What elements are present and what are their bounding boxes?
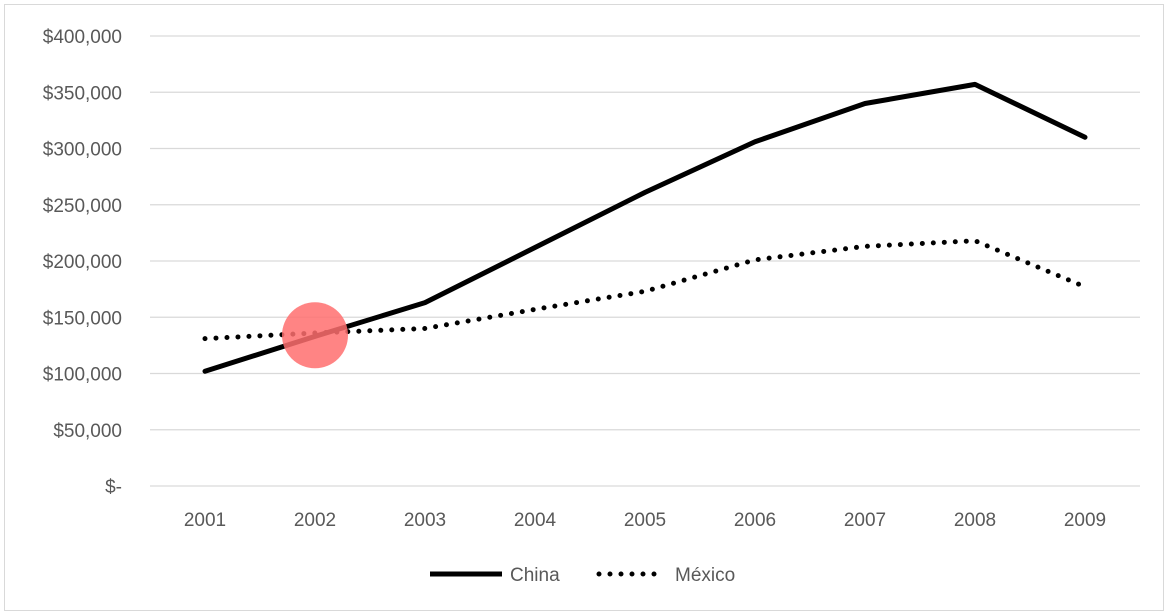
x-tick-label: 2006 (734, 510, 776, 531)
x-tick-label: 2009 (1064, 510, 1106, 531)
legend-label: México (675, 565, 735, 586)
y-tick-label: $50,000 (53, 421, 122, 442)
series-line-china (202, 81, 1088, 374)
x-tick-label: 2001 (184, 510, 226, 531)
x-tick-label: 2008 (954, 510, 996, 531)
x-tick-label: 2007 (844, 510, 886, 531)
x-tick-label: 2004 (514, 510, 557, 531)
legend: China México (430, 565, 735, 586)
highlight-circle (282, 302, 348, 369)
y-tick-label: $- (105, 477, 122, 498)
y-tick-label: $250,000 (43, 196, 122, 217)
x-tick-label: 2003 (404, 510, 446, 531)
y-axis-tick-labels: $- $50,000 $100,000 $150,000 $200,000 $250,00… (43, 27, 122, 498)
series-lines (202, 81, 1088, 374)
highlight-marker (282, 302, 348, 369)
x-tick-label: 2002 (294, 510, 336, 531)
gridlines (150, 35, 1140, 487)
y-tick-label: $100,000 (43, 365, 122, 386)
chart-frame (4, 4, 1164, 611)
x-axis-tick-labels: 2001 2002 2003 2004 2005 2006 2007 2008 2009 (184, 510, 1106, 531)
y-tick-label: $400,000 (43, 27, 122, 48)
legend-label: China (510, 565, 560, 586)
y-tick-label: $150,000 (43, 308, 122, 329)
y-tick-label: $300,000 (43, 140, 122, 161)
y-tick-label: $200,000 (43, 252, 122, 273)
x-tick-label: 2005 (624, 510, 666, 531)
y-tick-label: $350,000 (43, 83, 122, 104)
